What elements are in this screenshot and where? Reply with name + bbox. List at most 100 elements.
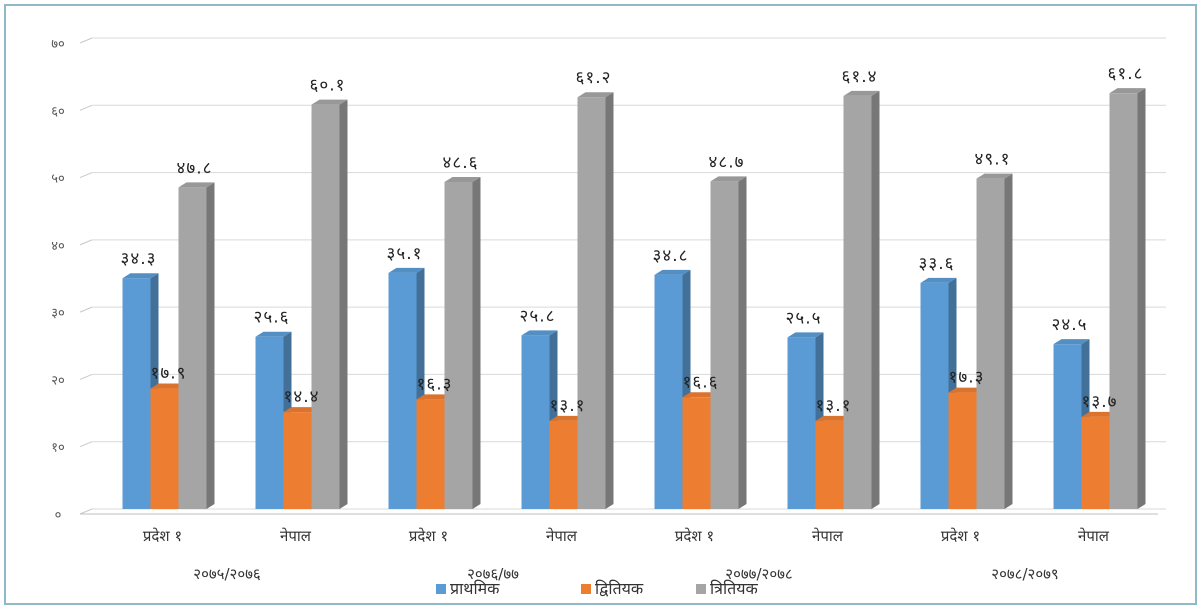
bar-front (948, 392, 977, 509)
x-group-label: २०७८/२०७९ (991, 565, 1058, 583)
bar-top (948, 387, 985, 393)
x-category-label: प्रदेश १ (143, 527, 182, 545)
data-label: १७.९ (151, 364, 187, 384)
bar-front (178, 187, 207, 510)
data-label: १६.३ (417, 374, 453, 394)
bar-top (920, 277, 957, 283)
bar-tertiary (710, 176, 747, 509)
gridline-diag (79, 172, 93, 179)
y-tick-label: १० (51, 441, 65, 456)
gridline-diag (79, 37, 93, 44)
data-label: ६०.१ (310, 76, 346, 96)
legend-label: द्वितियक (595, 579, 644, 598)
bar-front (654, 274, 683, 509)
data-label: ४७.८ (177, 158, 213, 178)
bar-front (1109, 93, 1138, 509)
data-label: १३.१ (816, 396, 852, 416)
data-label: १३.१ (550, 396, 586, 416)
x-group-label: २०७६/७७ (467, 565, 519, 583)
data-label: १७.३ (949, 368, 985, 388)
bar-top (815, 415, 852, 421)
bar-front (150, 388, 179, 509)
data-label: १४.४ (284, 387, 320, 407)
data-label: २५.८ (520, 306, 556, 326)
bar-primary (521, 330, 558, 509)
bar-front (416, 399, 445, 509)
bar-front (1081, 416, 1110, 509)
bar-top (311, 99, 348, 105)
bar-front (577, 97, 606, 509)
legend-label: प्राथमिक (450, 579, 500, 598)
data-label: १३.७ (1082, 392, 1118, 412)
legend-swatch (581, 584, 591, 594)
bar-top (255, 331, 292, 337)
bar-tertiary (1109, 88, 1146, 509)
data-label: ४९.१ (975, 150, 1011, 170)
data-label: ३४.८ (653, 246, 689, 266)
bar-front (976, 178, 1005, 509)
data-label: ३३.६ (919, 254, 955, 274)
bar-front (920, 282, 949, 509)
bar-front (283, 412, 312, 509)
data-label: २४.५ (1052, 315, 1088, 335)
data-label: ६१.४ (842, 67, 878, 87)
bar-front (682, 397, 711, 509)
bar-front (122, 278, 151, 509)
legend-item: द्वितियक (581, 579, 644, 598)
bar-top (682, 392, 719, 398)
bar-front (843, 95, 872, 509)
x-group-label: २०७७/२०७८ (725, 565, 792, 583)
bar-front (815, 420, 844, 509)
bar-side (605, 92, 614, 509)
legend-item: प्राथमिक (436, 579, 500, 598)
legend-label: त्रितियक (710, 579, 759, 598)
bar-front (1053, 344, 1082, 509)
bar-top (444, 176, 481, 182)
bar-top (1081, 411, 1118, 417)
bar-top (122, 273, 159, 279)
legend-item: त्रितियक (696, 579, 759, 598)
gridline-diag (79, 306, 93, 313)
data-label: २५.५ (786, 308, 822, 328)
bar-front (710, 181, 739, 509)
x-category-label: नेपाल (812, 527, 844, 545)
y-tick-label: ५० (51, 172, 65, 187)
x-category-label: प्रदेश १ (941, 527, 980, 545)
y-tick-label: ० (55, 508, 62, 523)
bar-side (1004, 173, 1013, 509)
y-tick-label: ७० (51, 37, 65, 52)
bar-tertiary (444, 176, 481, 509)
bar-top (1109, 88, 1146, 94)
bar-tertiary (843, 90, 880, 509)
gridline-diag (79, 104, 93, 111)
legend-swatch (696, 584, 706, 594)
bar-top (843, 90, 880, 96)
gridline-diag (79, 373, 93, 380)
y-tick-label: ३० (51, 306, 65, 321)
gridline-diag (79, 441, 93, 448)
bar-primary (255, 331, 292, 509)
legend: प्राथमिक द्वितियक त्रितियक (436, 579, 759, 598)
data-label: ६१.२ (576, 68, 612, 88)
bar-top (654, 269, 691, 275)
data-label: ४८.६ (443, 153, 479, 173)
bar-top (178, 182, 215, 188)
bar-top (150, 383, 187, 389)
bar-side (472, 176, 481, 509)
bar-tertiary (178, 182, 215, 510)
legend-swatch (436, 584, 446, 594)
bar-tertiary (976, 173, 1013, 509)
bar-front (787, 337, 816, 509)
x-category-label: नेपाल (1078, 527, 1110, 545)
data-label: २५.६ (254, 308, 290, 328)
data-label: ६१.८ (1108, 64, 1144, 84)
bar-side (339, 99, 348, 509)
bar-side (871, 90, 880, 509)
bar-top (577, 92, 614, 98)
bar-front (388, 272, 417, 509)
x-category-label: नेपाल (280, 527, 312, 545)
bar-top (283, 407, 320, 413)
bar-top (521, 330, 558, 336)
gridline-diag (79, 508, 93, 515)
y-tick-label: ४० (51, 239, 65, 254)
